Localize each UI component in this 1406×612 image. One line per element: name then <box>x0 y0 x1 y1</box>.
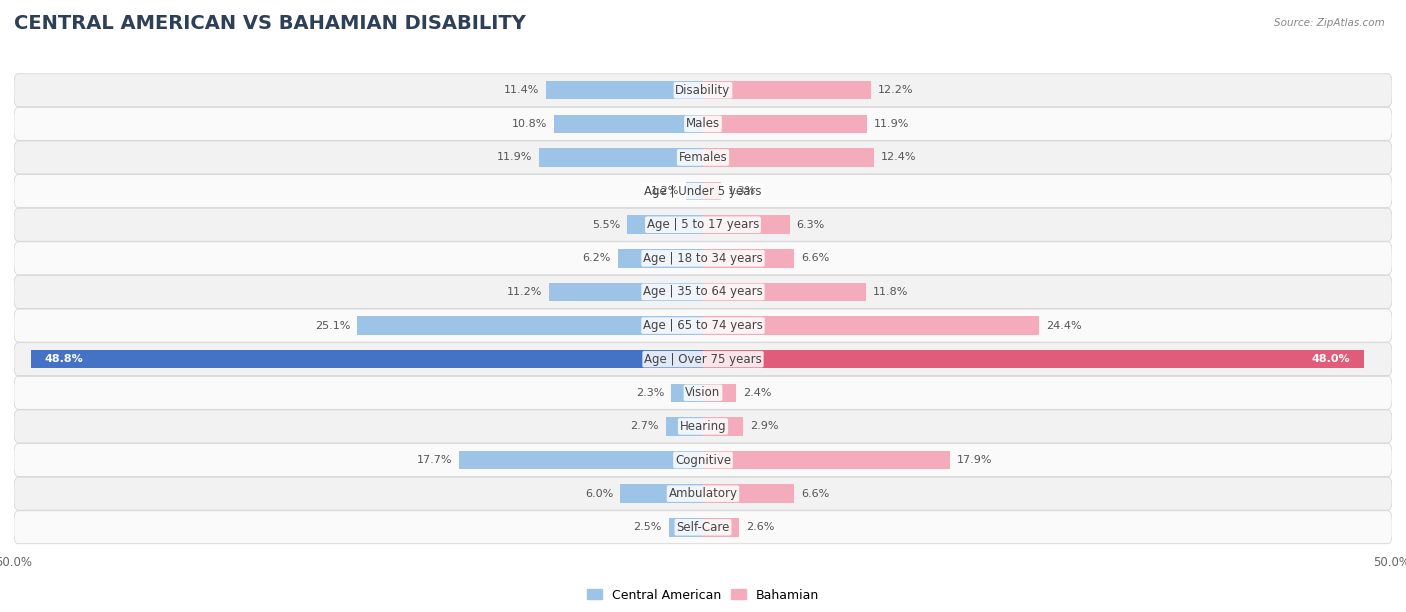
Text: 6.2%: 6.2% <box>582 253 610 263</box>
FancyBboxPatch shape <box>14 208 1392 241</box>
FancyBboxPatch shape <box>14 511 1392 543</box>
Text: 1.3%: 1.3% <box>728 186 756 196</box>
Bar <box>703 518 738 537</box>
Bar <box>617 249 703 267</box>
Text: Age | 18 to 34 years: Age | 18 to 34 years <box>643 252 763 265</box>
Bar <box>671 384 703 402</box>
Text: Disability: Disability <box>675 84 731 97</box>
FancyBboxPatch shape <box>14 242 1392 275</box>
Text: 2.9%: 2.9% <box>749 422 779 431</box>
Text: 1.2%: 1.2% <box>651 186 679 196</box>
Text: 11.8%: 11.8% <box>873 287 908 297</box>
Bar <box>703 350 1364 368</box>
FancyBboxPatch shape <box>14 477 1392 510</box>
Text: 5.5%: 5.5% <box>592 220 620 230</box>
Bar <box>669 518 703 537</box>
Text: Age | Under 5 years: Age | Under 5 years <box>644 185 762 198</box>
FancyBboxPatch shape <box>14 74 1392 106</box>
Text: 11.9%: 11.9% <box>875 119 910 129</box>
Bar <box>666 417 703 436</box>
Bar <box>703 249 794 267</box>
Bar <box>686 182 703 200</box>
FancyBboxPatch shape <box>14 376 1392 409</box>
Bar <box>357 316 703 335</box>
Bar <box>548 283 703 301</box>
Text: 2.4%: 2.4% <box>742 388 772 398</box>
Text: 17.7%: 17.7% <box>416 455 453 465</box>
Bar <box>460 451 703 469</box>
Text: Vision: Vision <box>685 386 721 399</box>
Text: Source: ZipAtlas.com: Source: ZipAtlas.com <box>1274 18 1385 28</box>
FancyBboxPatch shape <box>14 343 1392 376</box>
Text: 6.6%: 6.6% <box>801 253 830 263</box>
Bar <box>546 81 703 100</box>
Text: Cognitive: Cognitive <box>675 453 731 466</box>
Bar <box>703 81 872 100</box>
Bar <box>703 215 790 234</box>
Text: Self-Care: Self-Care <box>676 521 730 534</box>
Bar <box>627 215 703 234</box>
Bar <box>703 114 868 133</box>
Bar <box>620 485 703 503</box>
Bar <box>703 451 949 469</box>
Text: 2.3%: 2.3% <box>636 388 665 398</box>
Text: 25.1%: 25.1% <box>315 321 350 330</box>
Text: 11.2%: 11.2% <box>506 287 541 297</box>
Text: Hearing: Hearing <box>679 420 727 433</box>
Text: 48.8%: 48.8% <box>45 354 83 364</box>
Bar <box>703 417 742 436</box>
Text: Females: Females <box>679 151 727 164</box>
FancyBboxPatch shape <box>14 275 1392 308</box>
FancyBboxPatch shape <box>14 444 1392 477</box>
Text: 2.5%: 2.5% <box>633 522 662 532</box>
Text: CENTRAL AMERICAN VS BAHAMIAN DISABILITY: CENTRAL AMERICAN VS BAHAMIAN DISABILITY <box>14 14 526 33</box>
Legend: Central American, Bahamian: Central American, Bahamian <box>582 584 824 606</box>
Bar <box>703 316 1039 335</box>
Text: 12.2%: 12.2% <box>877 85 914 95</box>
Bar <box>703 182 721 200</box>
Text: 11.4%: 11.4% <box>503 85 538 95</box>
Text: 6.3%: 6.3% <box>797 220 825 230</box>
Text: 6.0%: 6.0% <box>585 488 613 499</box>
Text: 2.7%: 2.7% <box>630 422 659 431</box>
Text: 2.6%: 2.6% <box>745 522 775 532</box>
Bar <box>703 148 875 166</box>
Text: Ambulatory: Ambulatory <box>668 487 738 500</box>
FancyBboxPatch shape <box>14 410 1392 443</box>
Text: Males: Males <box>686 118 720 130</box>
Text: Age | 65 to 74 years: Age | 65 to 74 years <box>643 319 763 332</box>
Text: Age | Over 75 years: Age | Over 75 years <box>644 353 762 366</box>
Text: 17.9%: 17.9% <box>956 455 993 465</box>
Bar <box>703 384 737 402</box>
Bar <box>703 283 866 301</box>
Text: Age | 35 to 64 years: Age | 35 to 64 years <box>643 285 763 299</box>
Text: 6.6%: 6.6% <box>801 488 830 499</box>
Text: 10.8%: 10.8% <box>512 119 547 129</box>
Bar <box>538 148 703 166</box>
FancyBboxPatch shape <box>14 107 1392 140</box>
FancyBboxPatch shape <box>14 174 1392 207</box>
FancyBboxPatch shape <box>14 309 1392 342</box>
Bar <box>554 114 703 133</box>
Text: 24.4%: 24.4% <box>1046 321 1081 330</box>
Text: 12.4%: 12.4% <box>880 152 917 162</box>
Text: 11.9%: 11.9% <box>496 152 531 162</box>
Bar <box>703 485 794 503</box>
FancyBboxPatch shape <box>14 141 1392 174</box>
Bar <box>31 350 703 368</box>
Text: 48.0%: 48.0% <box>1312 354 1351 364</box>
Text: Age | 5 to 17 years: Age | 5 to 17 years <box>647 218 759 231</box>
